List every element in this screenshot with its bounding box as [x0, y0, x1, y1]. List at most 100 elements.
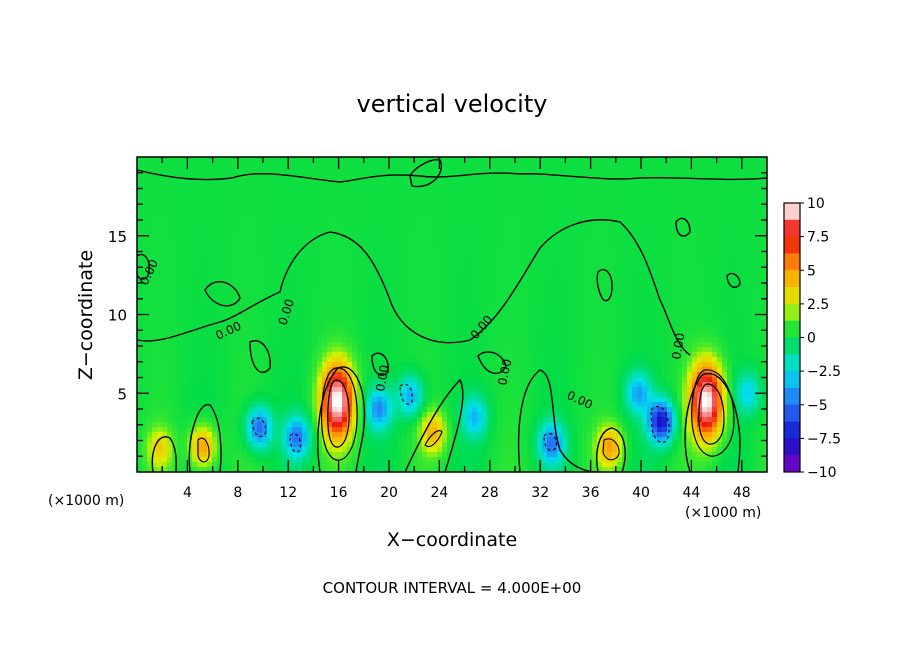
field-cell: [207, 442, 213, 448]
field-cell: [292, 277, 298, 283]
field-cell: [447, 227, 453, 233]
field-cell: [192, 172, 198, 178]
field-cell: [472, 242, 478, 248]
field-cell: [422, 252, 428, 258]
field-cell: [177, 232, 183, 238]
field-cell: [222, 162, 228, 168]
field-cell: [417, 337, 423, 343]
field-cell: [487, 247, 493, 253]
field-cell: [327, 182, 333, 188]
field-cell: [312, 217, 318, 223]
field-cell: [447, 417, 453, 423]
field-cell: [247, 382, 253, 388]
field-cell: [272, 237, 278, 243]
field-cell: [527, 222, 533, 228]
field-cell: [457, 352, 463, 358]
field-cell: [262, 362, 268, 368]
field-cell: [422, 367, 428, 373]
field-cell: [412, 207, 418, 213]
field-cell: [477, 422, 483, 428]
field-cell: [452, 302, 458, 308]
field-cell: [402, 422, 408, 428]
field-cell: [262, 207, 268, 213]
field-cell: [212, 462, 218, 468]
field-cell: [212, 197, 218, 203]
field-cell: [357, 347, 363, 353]
field-cell: [462, 387, 468, 393]
field-cell: [357, 452, 363, 458]
field-cell: [407, 447, 413, 453]
field-cell: [272, 457, 278, 463]
field-cell: [302, 417, 308, 423]
field-cell: [412, 287, 418, 293]
field-cell: [187, 372, 193, 378]
field-cell: [147, 372, 153, 378]
field-cell: [467, 422, 473, 428]
field-cell: [307, 392, 313, 398]
field-cell: [522, 322, 528, 328]
field-cell: [297, 307, 303, 313]
field-cell: [347, 447, 353, 453]
field-cell: [137, 212, 143, 218]
field-cell: [382, 257, 388, 263]
field-cell: [287, 227, 293, 233]
field-cell: [422, 297, 428, 303]
field-cell: [527, 397, 533, 403]
field-cell: [312, 412, 318, 418]
field-cell: [322, 387, 328, 393]
field-cell: [397, 337, 403, 343]
field-cell: [167, 332, 173, 338]
field-cell: [277, 267, 283, 273]
field-cell: [162, 347, 168, 353]
field-cell: [367, 382, 373, 388]
field-cell: [242, 287, 248, 293]
field-cell: [422, 177, 428, 183]
field-cell: [202, 412, 208, 418]
field-cell: [457, 177, 463, 183]
field-cell: [247, 272, 253, 278]
field-cell: [282, 282, 288, 288]
field-cell: [447, 392, 453, 398]
field-cell: [472, 347, 478, 353]
field-cell: [227, 382, 233, 388]
field-cell: [442, 462, 448, 468]
field-cell: [152, 257, 158, 263]
field-cell: [252, 452, 258, 458]
field-cell: [282, 387, 288, 393]
field-cell: [417, 287, 423, 293]
field-cell: [292, 242, 298, 248]
field-cell: [232, 377, 238, 383]
field-cell: [267, 217, 273, 223]
field-cell: [377, 207, 383, 213]
field-cell: [237, 292, 243, 298]
field-cell: [202, 422, 208, 428]
field-cell: [502, 447, 508, 453]
field-cell: [287, 287, 293, 293]
field-cell: [227, 427, 233, 433]
field-cell: [307, 327, 313, 333]
field-cell: [262, 462, 268, 468]
field-cell: [437, 457, 443, 463]
field-cell: [482, 277, 488, 283]
field-cell: [137, 427, 143, 433]
field-cell: [502, 312, 508, 318]
field-cell: [342, 237, 348, 243]
field-cell: [212, 162, 218, 168]
field-cell: [157, 442, 163, 448]
field-cell: [307, 292, 313, 298]
field-cell: [182, 292, 188, 298]
field-cell: [162, 212, 168, 218]
field-cell: [352, 432, 358, 438]
field-cell: [157, 357, 163, 363]
field-cell: [172, 272, 178, 278]
field-cell: [387, 167, 393, 173]
field-cell: [297, 302, 303, 308]
field-cell: [482, 367, 488, 373]
field-cell: [387, 402, 393, 408]
field-cell: [347, 352, 353, 358]
field-cell: [457, 167, 463, 173]
field-cell: [252, 457, 258, 463]
field-cell: [187, 362, 193, 368]
field-cell: [332, 252, 338, 258]
field-cell: [467, 162, 473, 168]
